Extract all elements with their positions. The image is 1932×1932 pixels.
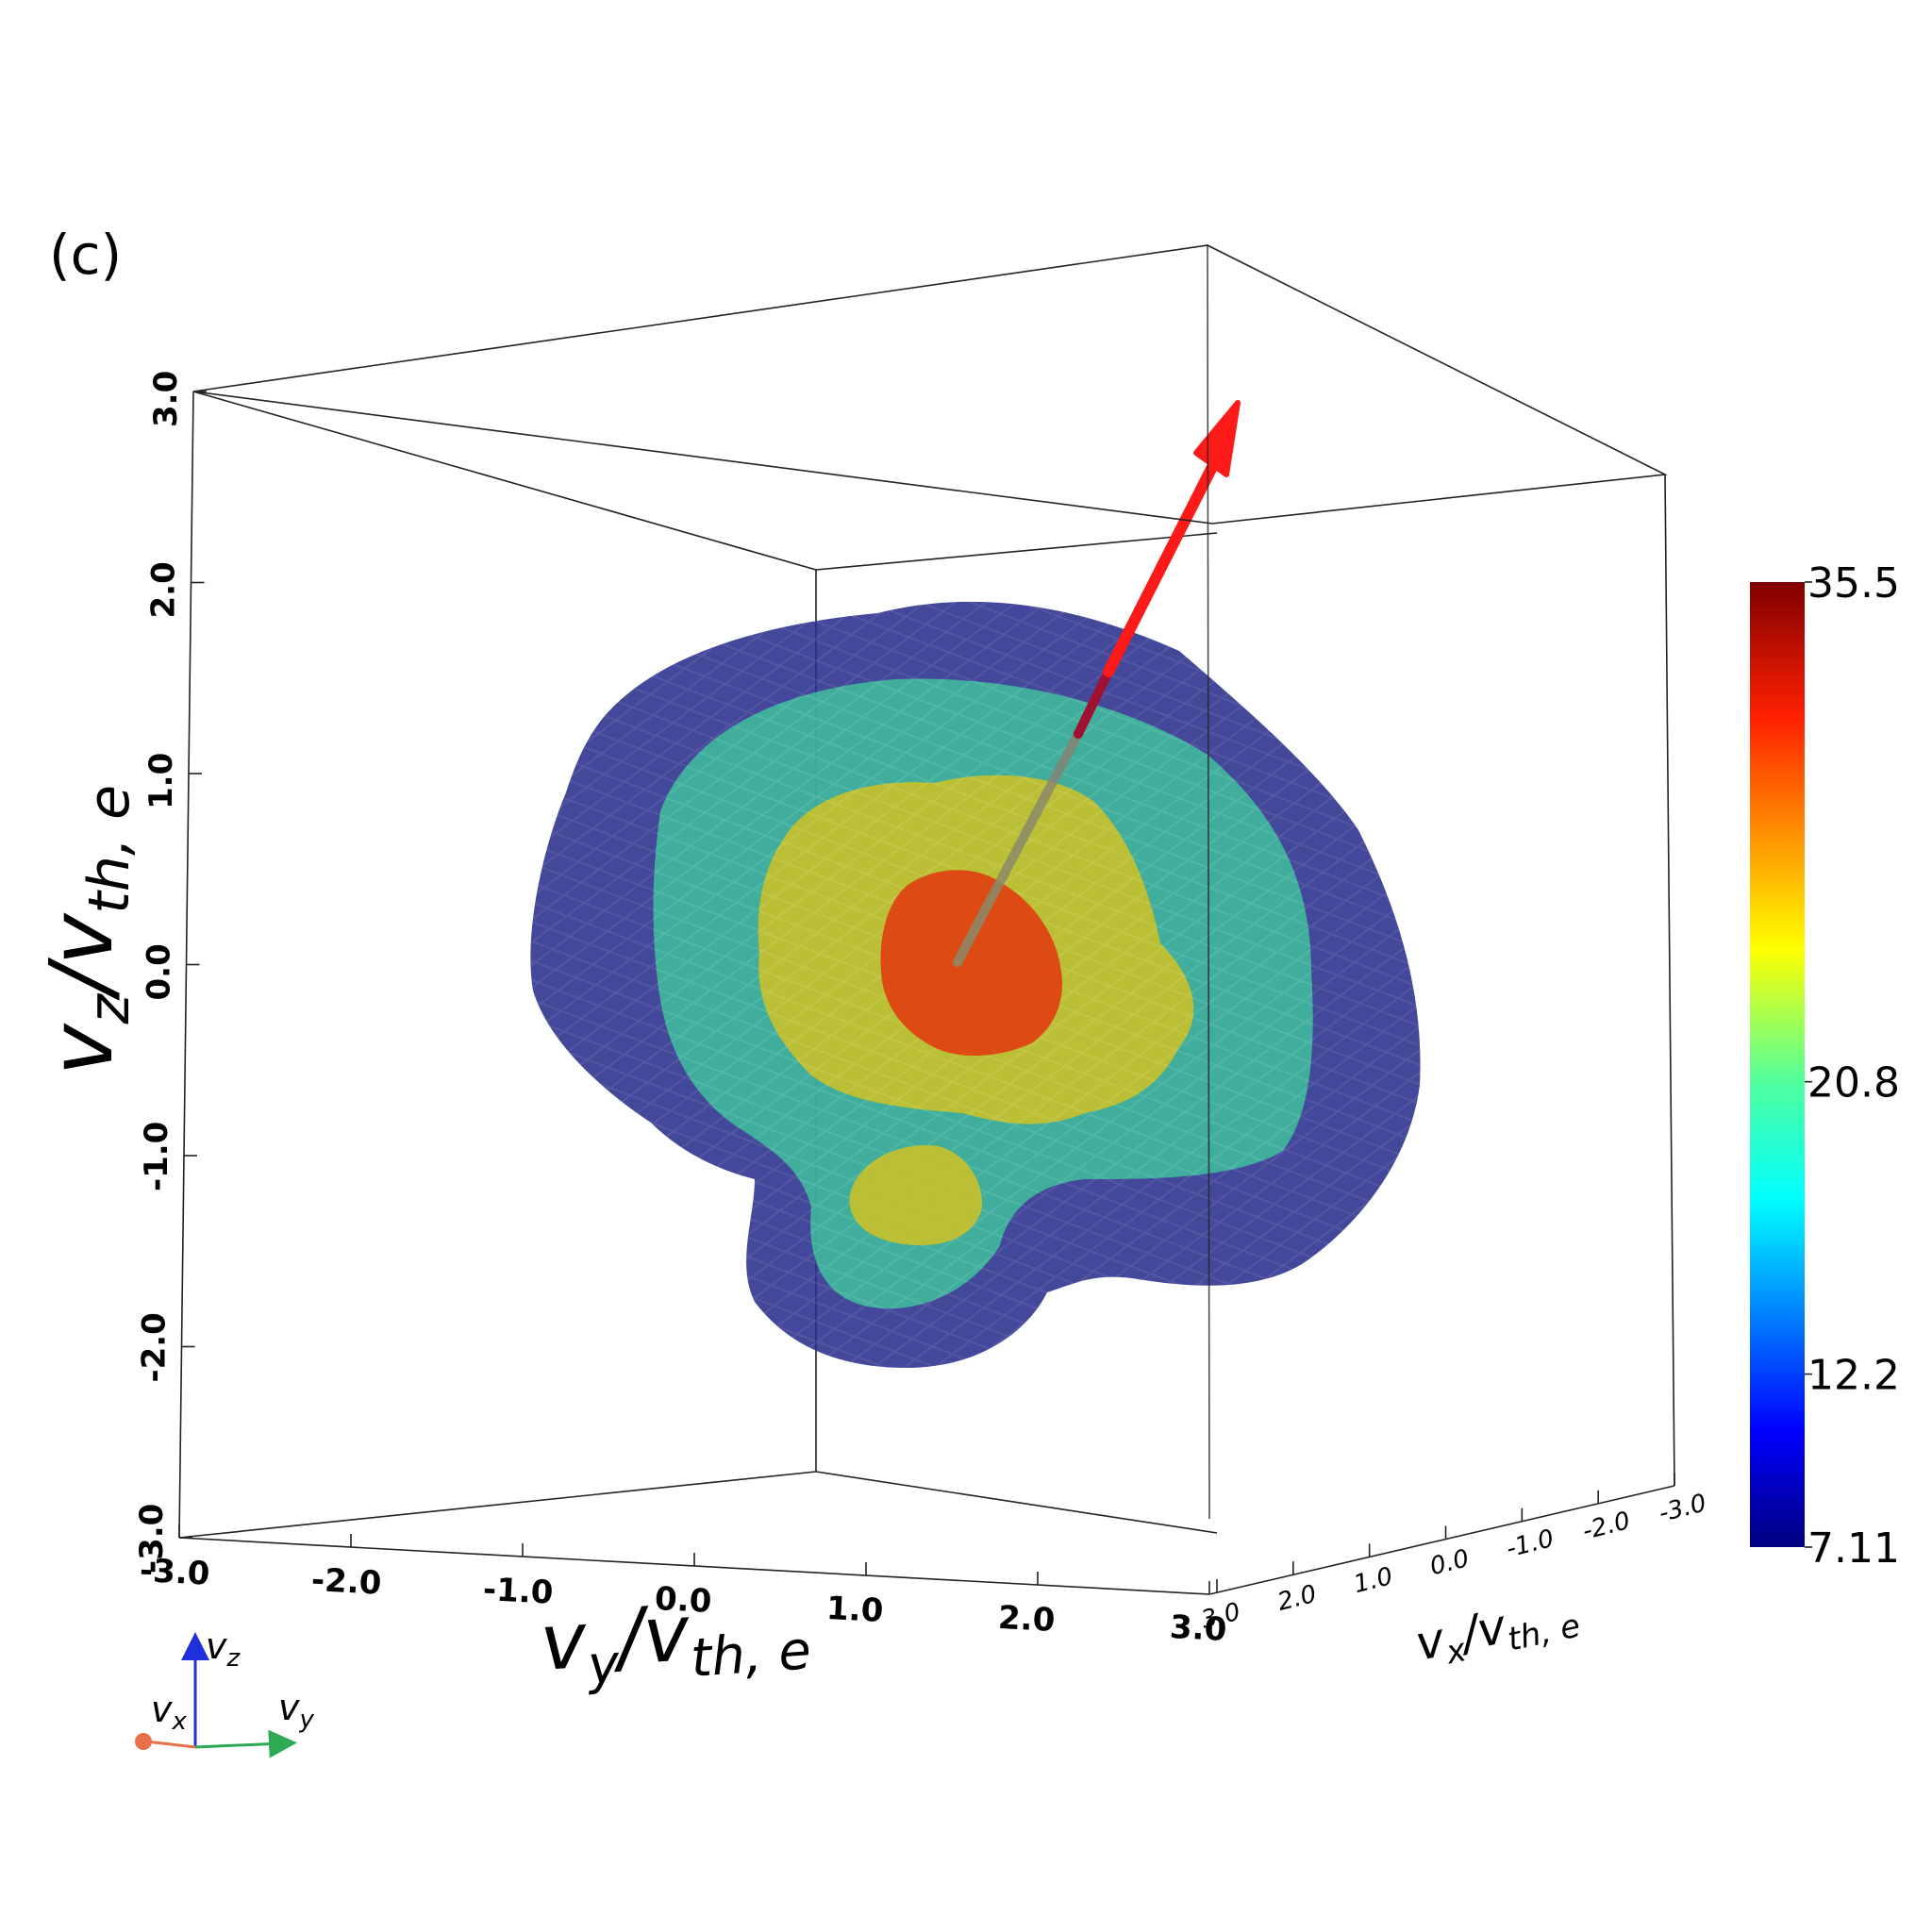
widget-vx-label: vx (151, 1689, 188, 1736)
x-tick-label: -1.0 (1504, 1524, 1557, 1563)
y-axis-title: vy/vth, e (538, 1580, 813, 1700)
widget-vz-label: vz (206, 1625, 242, 1673)
z-tick-label: 1.0 (142, 753, 180, 809)
colorbar-tick-label: 12.2 (1807, 1352, 1900, 1400)
colorbar-tick-label: 20.8 (1807, 1059, 1900, 1108)
panel-label: (c) (49, 223, 122, 287)
widget-vy-label: vy (278, 1687, 315, 1734)
svg-text:vx/vth, e: vx/vth, e (1410, 1584, 1583, 1678)
x-tick-label: 3.0 (1198, 1598, 1242, 1635)
colorbar: 35.5 20.8 12.2 7.11 (1750, 559, 1900, 1573)
z-axis: 3.0 2.0 1.0 0.0 -1.0 -2.0 -3.0 (133, 371, 207, 1574)
y-axis: -3.0 -2.0 -1.0 0.0 1.0 2.0 3.0 (139, 1524, 1227, 1649)
x-tick-label: -3.0 (1656, 1489, 1708, 1527)
z-tick-label: 2.0 (145, 561, 183, 618)
x-tick-label: -2.0 (1580, 1507, 1633, 1545)
z-tick-label: 3.0 (147, 371, 185, 427)
z-tick-label: 0.0 (141, 943, 178, 1000)
y-tick-label: -1.0 (482, 1571, 554, 1612)
z-tick-label: -1.0 (138, 1122, 175, 1191)
z-tick-label: -3.0 (133, 1504, 171, 1574)
colorbar-tick-label: 35.5 (1807, 559, 1900, 608)
z-axis-title: vz/vth, e (31, 785, 142, 1075)
isosurface-inner-lobe (849, 1145, 982, 1245)
orientation-widget: vz vx vy (135, 1625, 315, 1758)
y-tick-label: 2.0 (997, 1599, 1056, 1640)
isosurface-core (880, 870, 1062, 1057)
y-tick-label: -2.0 (310, 1561, 382, 1603)
x-tick-label: 1.0 (1351, 1562, 1395, 1599)
x-tick-label: 0.0 (1427, 1544, 1472, 1581)
y-tick-label: 1.0 (825, 1590, 884, 1630)
svg-text:vy/vth, e: vy/vth, e (538, 1580, 813, 1700)
x-tick-label: 2.0 (1274, 1580, 1319, 1617)
z-tick-label: -2.0 (136, 1312, 174, 1382)
svg-text:vz/vth, e: vz/vth, e (31, 785, 142, 1075)
x-axis-title: vx/vth, e (1410, 1584, 1583, 1678)
x-axis: 3.0 2.0 1.0 0.0 -1.0 -2.0 -3.0 (1198, 1473, 1709, 1635)
isosurfaces (530, 601, 1421, 1368)
y-tick-label: 3.0 (1169, 1608, 1227, 1649)
y-tick-label: -3.0 (139, 1552, 210, 1593)
colorbar-ticks: 35.5 20.8 12.2 7.11 (1805, 559, 1900, 1573)
y-tick-label: 0.0 (654, 1580, 712, 1621)
vector-arrow-head (1193, 400, 1241, 477)
vector-arrow (953, 400, 1241, 967)
colorbar-tick-label: 7.11 (1807, 1524, 1900, 1573)
colorbar-gradient (1750, 582, 1805, 1547)
